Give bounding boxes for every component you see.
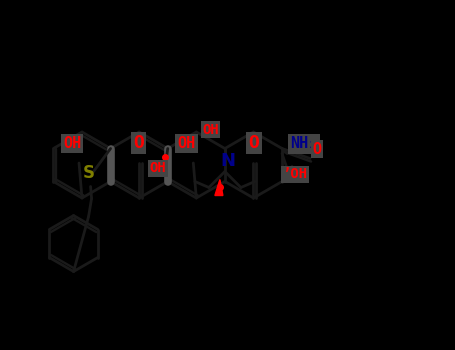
Text: O: O <box>133 134 144 152</box>
Text: OH: OH <box>150 161 167 175</box>
Text: NH₂: NH₂ <box>290 136 318 152</box>
Text: OH: OH <box>202 122 219 136</box>
Text: O: O <box>248 134 259 152</box>
Polygon shape <box>215 180 223 196</box>
Text: S: S <box>82 164 95 182</box>
Text: O: O <box>312 141 321 156</box>
Text: N: N <box>220 152 235 169</box>
Text: OH: OH <box>177 136 196 151</box>
Text: ’OH: ’OH <box>282 168 307 182</box>
Text: OH: OH <box>63 136 81 151</box>
